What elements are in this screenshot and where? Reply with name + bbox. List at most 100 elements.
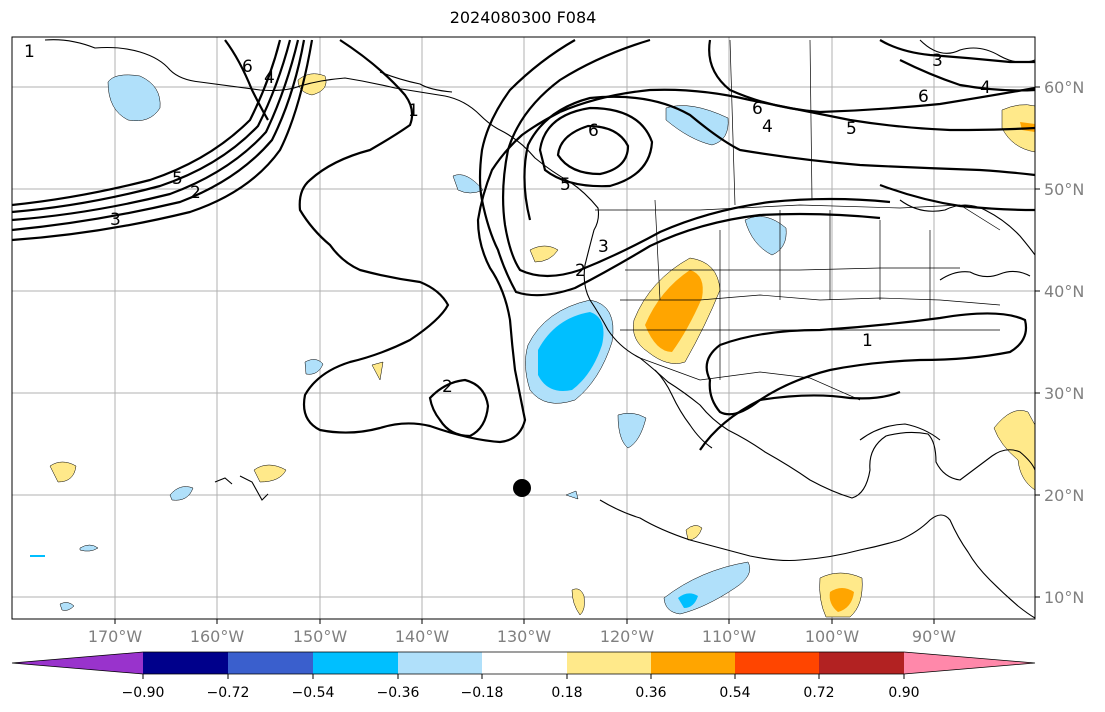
colorbar-segment [482, 652, 567, 674]
graticule [12, 37, 1035, 619]
colorbar-tick-label: 0.36 [635, 685, 666, 701]
negative-anomaly-region [452, 174, 484, 194]
contour-line [428, 378, 490, 438]
contour-line [879, 39, 1035, 64]
negative-anomaly-region [744, 216, 787, 256]
colorbar-tick-label: 0.90 [888, 685, 919, 701]
positive-anomaly-core [829, 588, 854, 612]
colorbar-segment [228, 652, 313, 674]
colorbar-segment [819, 652, 904, 674]
longitude-axis: 170°W 160°W 150°W 140°W 130°W 120°W 110°… [88, 627, 956, 646]
contour-label: 3 [932, 51, 943, 71]
negative-anomaly-region [59, 602, 75, 611]
contour-line [899, 59, 1036, 92]
map-title: 2024080300 F084 [449, 8, 597, 27]
contour-label: 1 [24, 42, 35, 62]
political-borders [595, 39, 1001, 401]
colorbar-extend-right [904, 652, 1035, 674]
contour-label: 6 [242, 57, 253, 77]
contour-line [11, 39, 306, 232]
contour-label: 6 [588, 121, 599, 141]
colorbar-segment [143, 652, 228, 674]
negative-anomaly-core [678, 593, 698, 608]
negative-anomaly-region [565, 490, 579, 500]
contour-line [502, 38, 891, 278]
longitude-label: 170°W [88, 627, 143, 646]
longitude-label: 160°W [190, 627, 245, 646]
negative-anomaly-region [665, 105, 729, 146]
contour-label: 3 [110, 210, 121, 230]
latitude-label: 10°N [1044, 588, 1084, 607]
positive-anomaly-core [645, 270, 703, 352]
longitude-label: 130°W [497, 627, 552, 646]
colorbar: −0.90 −0.72 −0.54 −0.36 −0.18 0.18 0.36 … [11, 651, 1036, 701]
contour-line [478, 39, 881, 297]
latitude-label: 20°N [1044, 486, 1084, 505]
positive-anomaly-region [371, 361, 384, 381]
contour-label: 1 [408, 101, 419, 121]
contour-line [298, 39, 561, 444]
longitude-label: 100°W [805, 627, 860, 646]
longitude-label: 90°W [912, 627, 956, 646]
colorbar-segment [735, 652, 819, 674]
contour-line [11, 39, 292, 214]
negative-anomaly-region [107, 74, 161, 121]
positive-anomaly-region [49, 461, 77, 483]
negative-anomaly-core [538, 312, 604, 391]
positive-anomaly-region [253, 464, 287, 483]
latitude-label: 30°N [1044, 384, 1084, 403]
latitude-axis: 60°N 50°N 40°N 30°N 20°N 10°N [1044, 78, 1084, 607]
colorbar-tick-label: −0.72 [207, 685, 250, 701]
height-contours [11, 38, 1036, 451]
contour-label: 6 [752, 99, 763, 119]
contour-label: 2 [190, 183, 201, 203]
colorbar-segment [651, 652, 735, 674]
contour-line [699, 390, 901, 451]
colorbar-tick-label: −0.54 [292, 685, 335, 701]
colorbar-tick-label: 0.54 [719, 685, 750, 701]
contour-label: 2 [575, 261, 586, 281]
negative-anomaly-region [169, 486, 194, 501]
colorbar-extend-left [12, 652, 143, 674]
longitude-label: 120°W [600, 627, 655, 646]
latitude-label: 60°N [1044, 78, 1084, 97]
latitude-label: 40°N [1044, 282, 1084, 301]
storm-center-dot [513, 479, 531, 497]
contour-label: 5 [172, 169, 183, 189]
colorbar-tick-label: 0.18 [551, 685, 582, 701]
contour-line [224, 39, 269, 121]
negative-anomaly-region [304, 359, 324, 375]
contour-labels: 6 4 5 3 2 1 6 5 3 2 2 1 6 4 5 6 4 3 1 [24, 42, 991, 397]
contour-line [556, 124, 630, 176]
colorbar-tick-label: 0.72 [803, 685, 834, 701]
contour-label: 3 [598, 237, 609, 257]
positive-anomaly-region [529, 245, 559, 263]
colorbar-segment [313, 652, 398, 674]
contour-label: 2 [442, 377, 453, 397]
contour-line [11, 39, 300, 222]
colorbar-segment [398, 652, 482, 674]
colorbar-segment [567, 652, 651, 674]
contour-line [708, 39, 1036, 114]
axis-ticks [114, 86, 1040, 624]
contour-label: 4 [762, 117, 773, 137]
colorbar-tick-label: −0.36 [377, 685, 420, 701]
longitude-label: 110°W [702, 627, 757, 646]
contour-label: 6 [918, 87, 929, 107]
longitude-label: 140°W [395, 627, 450, 646]
contour-label: 5 [846, 119, 857, 139]
contour-line [523, 95, 1036, 221]
negative-anomaly-region [617, 412, 647, 449]
contour-label: 5 [560, 175, 571, 195]
contour-label: 4 [264, 68, 275, 88]
positive-anomaly-region [571, 588, 585, 616]
contour-line [11, 39, 314, 242]
positive-anomaly-region [685, 525, 703, 541]
colorbar-tick-label: −0.90 [122, 685, 165, 701]
contour-line [11, 39, 282, 207]
contour-label: 1 [862, 331, 873, 351]
contour-label: 4 [980, 78, 991, 98]
latitude-label: 50°N [1044, 180, 1084, 199]
colorbar-tick-label: −0.18 [461, 685, 504, 701]
